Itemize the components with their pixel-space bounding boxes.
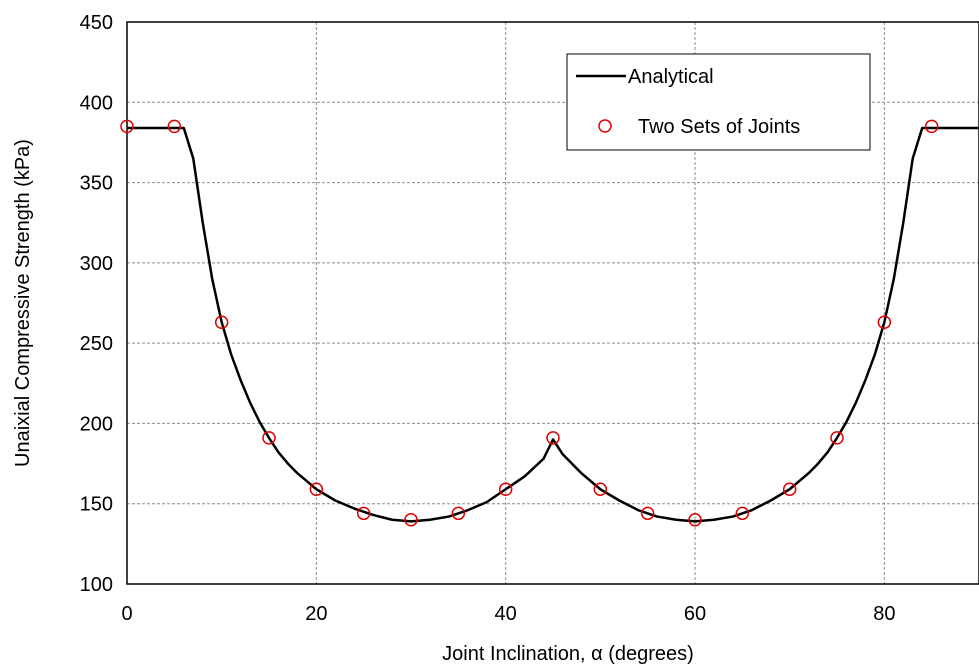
data-point [356,506,371,521]
legend-two-sets-marker-icon [598,119,612,133]
plot-area-frame [126,21,979,585]
y-tick-label: 450 [80,12,113,34]
y-tick-label: 350 [80,173,113,195]
data-point [262,431,276,445]
data-point [877,315,892,330]
legend-box [566,53,871,151]
data-point [546,431,560,445]
x-tick-labels: 0 20 40 60 80 [121,603,895,625]
x-tick-label: 40 [495,603,517,625]
y-tick-label: 200 [80,413,113,435]
legend-two-sets-label: Two Sets of Joints [638,116,800,138]
data-point [404,513,418,527]
x-tick-label: 20 [305,603,327,625]
series-analytical-line [127,126,979,523]
x-tick-label: 60 [684,603,706,625]
data-point [167,119,182,134]
y-tick-label: 250 [80,333,113,355]
y-tick-label: 150 [80,494,113,516]
data-point [830,431,844,445]
data-point [688,513,702,527]
legend-analytical-label: Analytical [628,66,714,88]
data-point [782,482,797,497]
y-axis-title: Unaixial Compressive Strength (kPa) [12,139,34,467]
x-axis-title: Joint Inclination, α (degrees) [442,643,694,665]
legend: Analytical Two Sets of Joints [566,53,871,151]
y-tick-label: 100 [80,574,113,596]
series-two-sets-of-joints-points [120,119,939,527]
x-tick-label: 0 [121,603,132,625]
data-point [498,482,513,497]
data-point [593,482,608,497]
y-tick-label: 300 [80,253,113,275]
x-tick-label: 80 [873,603,895,625]
data-point [214,315,229,330]
grid-lines [127,22,979,584]
data-point [924,119,939,134]
y-tick-label: 400 [80,92,113,114]
data-point [451,506,466,521]
data-point [735,506,750,521]
data-point [120,119,134,134]
data-point [309,482,324,497]
data-point [640,506,655,521]
y-tick-labels: 100 150 200 250 300 350 400 450 [80,12,113,596]
